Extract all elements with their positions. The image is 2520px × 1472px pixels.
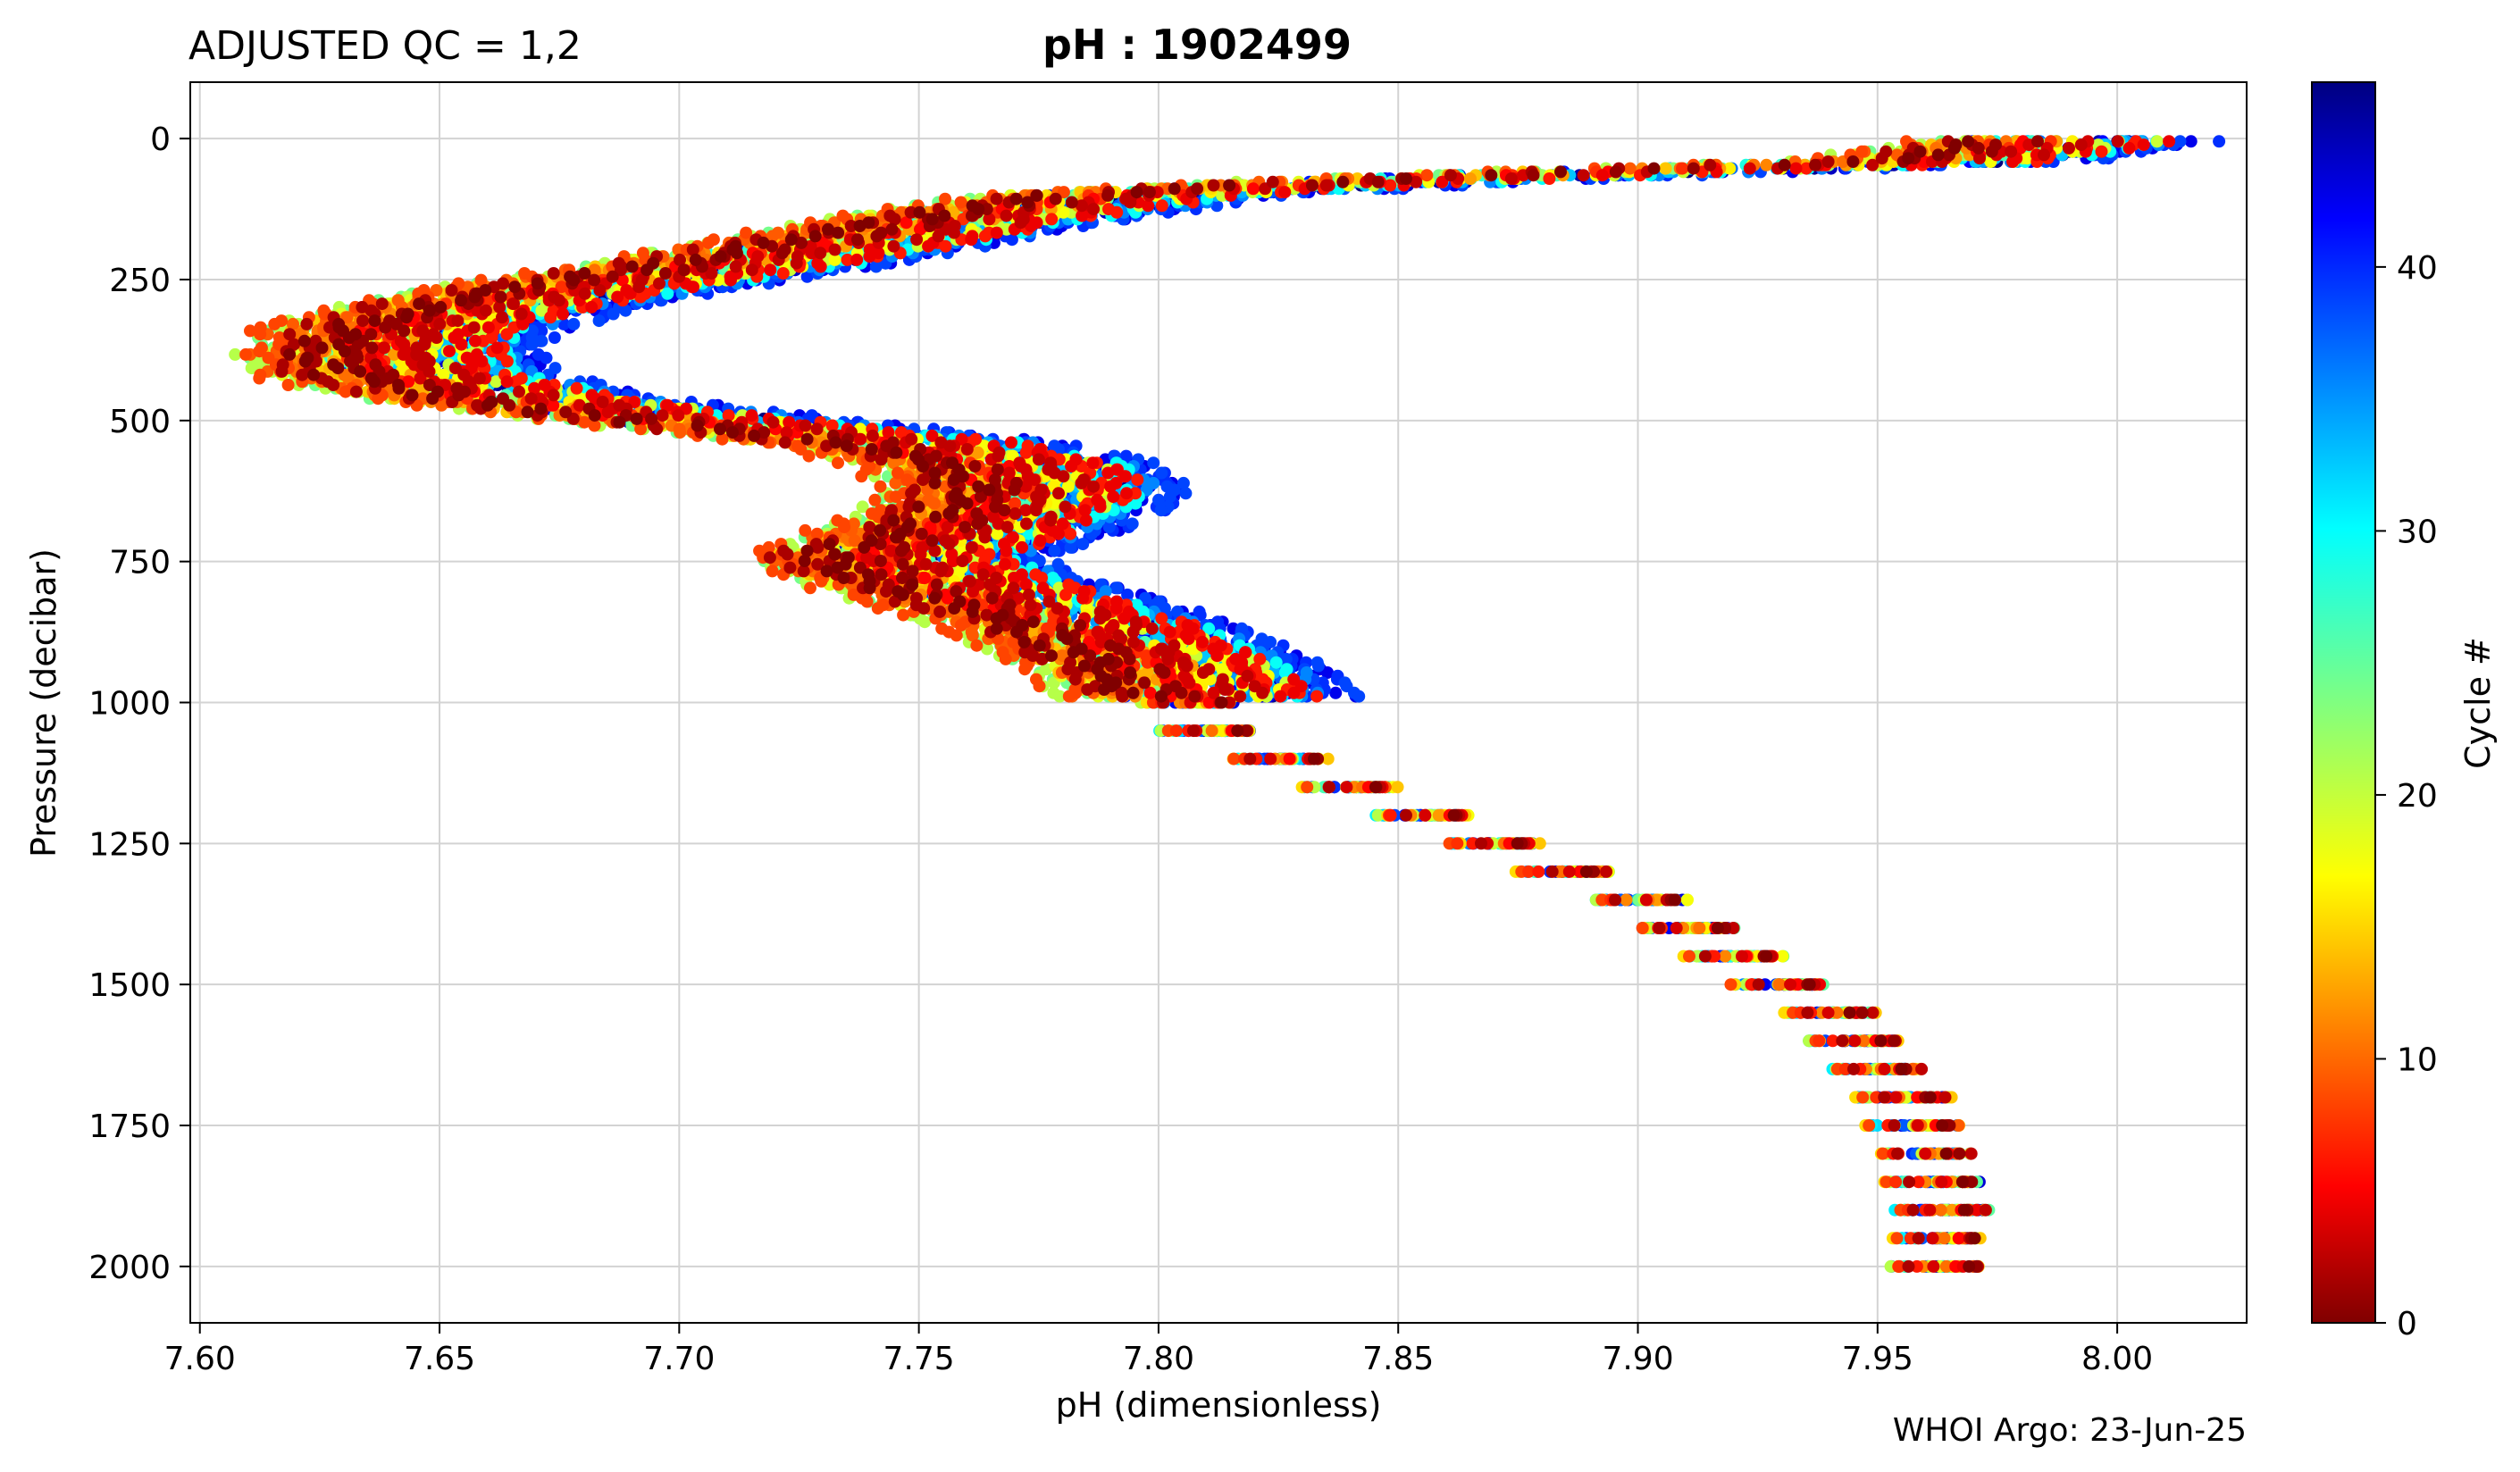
data-point xyxy=(607,307,620,321)
data-point xyxy=(1005,233,1018,247)
data-point xyxy=(535,324,548,338)
data-point xyxy=(1897,1119,1911,1132)
data-point xyxy=(2213,135,2226,148)
data-point xyxy=(1352,690,1366,703)
data-point xyxy=(1102,521,1116,534)
data-point xyxy=(619,304,632,317)
data-point xyxy=(1202,622,1216,635)
data-point xyxy=(1121,588,1134,601)
data-point xyxy=(1152,493,1165,506)
data-point xyxy=(1155,466,1168,480)
data-point xyxy=(1048,544,1061,557)
data-point xyxy=(1329,686,1343,699)
data-point xyxy=(1064,540,1077,554)
data-point xyxy=(1311,659,1325,673)
data-point xyxy=(1022,527,1035,540)
data-point xyxy=(535,334,548,347)
data-point xyxy=(800,270,814,283)
data-point xyxy=(592,314,606,328)
data-point xyxy=(1147,456,1160,470)
data-point xyxy=(2184,135,2198,148)
data-point xyxy=(1126,517,1139,531)
data-point xyxy=(1176,476,1190,489)
data-point xyxy=(1163,490,1176,504)
data-point xyxy=(1139,591,1151,605)
data-point xyxy=(540,351,553,364)
data-point xyxy=(869,260,883,273)
data-point xyxy=(661,287,674,300)
data-point xyxy=(1179,487,1193,500)
data-point xyxy=(1129,497,1143,510)
data-point xyxy=(1110,581,1124,595)
data-point xyxy=(1076,538,1090,551)
data-point xyxy=(1278,666,1292,679)
data-point xyxy=(548,331,561,344)
data-point xyxy=(1321,666,1334,679)
data-point xyxy=(1210,199,1224,213)
data-point xyxy=(567,317,581,330)
data-point xyxy=(525,338,539,351)
data-point xyxy=(1154,504,1168,517)
chart-title-left: ADJUSTED QC = 1,2 xyxy=(188,23,582,69)
data-point xyxy=(1269,656,1283,669)
scatter-points xyxy=(229,135,2226,1273)
chart-title: pH : 1902499 xyxy=(1042,21,1352,69)
data-point xyxy=(1279,652,1293,665)
